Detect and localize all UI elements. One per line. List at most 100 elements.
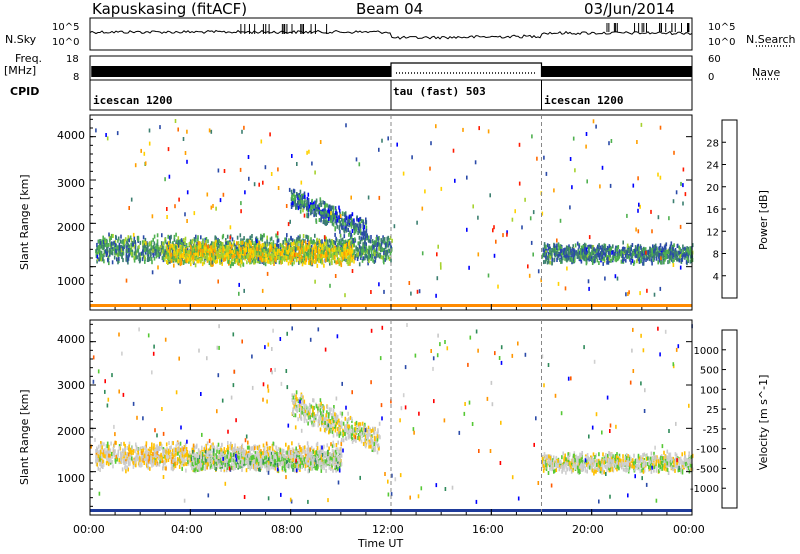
power-mark (133, 236, 136, 241)
power-mark (356, 257, 359, 261)
power-mark (103, 250, 106, 254)
power-mark (217, 168, 220, 173)
power-mark (365, 232, 367, 237)
power-mark (597, 244, 599, 249)
power-mark (102, 257, 104, 262)
power-mark (272, 249, 275, 254)
power-mark (644, 247, 646, 252)
velocity-mark (216, 445, 218, 450)
power-mark (518, 142, 521, 147)
power-mark (638, 253, 641, 258)
power-mark (327, 243, 329, 248)
power-mark (685, 260, 688, 265)
power-mark (310, 253, 313, 258)
power-mark (350, 224, 353, 229)
power-mark (262, 180, 264, 185)
power-mark (276, 231, 279, 236)
power-mark (177, 127, 179, 132)
power-mark (268, 252, 271, 257)
power-mark (639, 250, 642, 255)
velocity-mark (288, 447, 291, 452)
power-mark (558, 246, 560, 251)
power-mark (290, 251, 292, 256)
power-mark (630, 256, 633, 260)
velocity-mark (291, 441, 293, 446)
power-mark (335, 210, 337, 215)
power-mark (323, 241, 326, 246)
power-mark (335, 260, 337, 265)
power-mark (222, 246, 225, 251)
power-mark (125, 253, 128, 258)
power-mark (130, 197, 133, 202)
power-mark (169, 254, 172, 259)
power-mark (568, 244, 570, 249)
power-mark (299, 234, 301, 239)
power-mark (353, 218, 355, 223)
power-mark (550, 251, 552, 255)
power-mark (249, 235, 252, 240)
power-mark (532, 252, 534, 257)
power-mark (381, 138, 383, 143)
power-mark (529, 216, 532, 221)
power-mark (290, 202, 293, 207)
power-mark (278, 251, 280, 256)
power-mark (291, 242, 293, 247)
power-mark (322, 250, 325, 255)
freq-top-tick: 18 (66, 54, 79, 65)
power-mark (363, 248, 365, 253)
power-mark (678, 245, 680, 250)
power-mark (204, 243, 206, 247)
power-mark (311, 250, 313, 255)
power-mark (162, 246, 165, 251)
power-mark (331, 241, 334, 245)
power-mark (258, 182, 260, 187)
power-mark (350, 214, 352, 219)
power-mark (651, 254, 653, 259)
power-mark (452, 148, 455, 153)
power-mark (341, 248, 344, 253)
power-mark (674, 248, 677, 252)
power-mark (389, 250, 392, 255)
velocity-mark (266, 443, 269, 448)
power-mark (672, 263, 675, 267)
power-mark (287, 222, 290, 227)
power-mark (99, 250, 102, 255)
power-mark (359, 255, 362, 260)
velocity-mark (335, 443, 338, 447)
power-mark (368, 258, 370, 263)
power-mark (364, 256, 366, 261)
power-mark (145, 241, 147, 246)
velocity-mark (248, 448, 251, 453)
power-mark (366, 256, 369, 261)
power-mark (370, 257, 372, 261)
power-mark (130, 252, 133, 256)
power-mark (133, 256, 135, 261)
power-mark (557, 281, 560, 286)
power-mark (166, 207, 168, 211)
velocity-mark (266, 446, 269, 451)
power-mark (298, 203, 300, 208)
power-mark (134, 245, 137, 250)
power-mark (240, 238, 242, 243)
power-mark (389, 242, 392, 247)
power-mark (195, 257, 197, 262)
power-mark (200, 248, 202, 253)
power-mark (241, 240, 243, 245)
power-mark (603, 251, 605, 256)
velocity-mark (322, 447, 324, 452)
power-mark (677, 257, 679, 262)
power-mark (249, 258, 251, 263)
power-mark (310, 237, 312, 242)
power-mark (352, 223, 355, 228)
power-mark (119, 239, 122, 244)
power-mark (306, 206, 308, 210)
power-mark (181, 253, 184, 257)
power-mark (556, 246, 558, 250)
power-mark (217, 279, 219, 284)
power-mark (665, 247, 667, 252)
power-mark (360, 219, 363, 223)
power-mark (573, 248, 575, 253)
power-mark (323, 263, 325, 268)
power-mark (304, 240, 307, 245)
power-mark (239, 263, 242, 268)
